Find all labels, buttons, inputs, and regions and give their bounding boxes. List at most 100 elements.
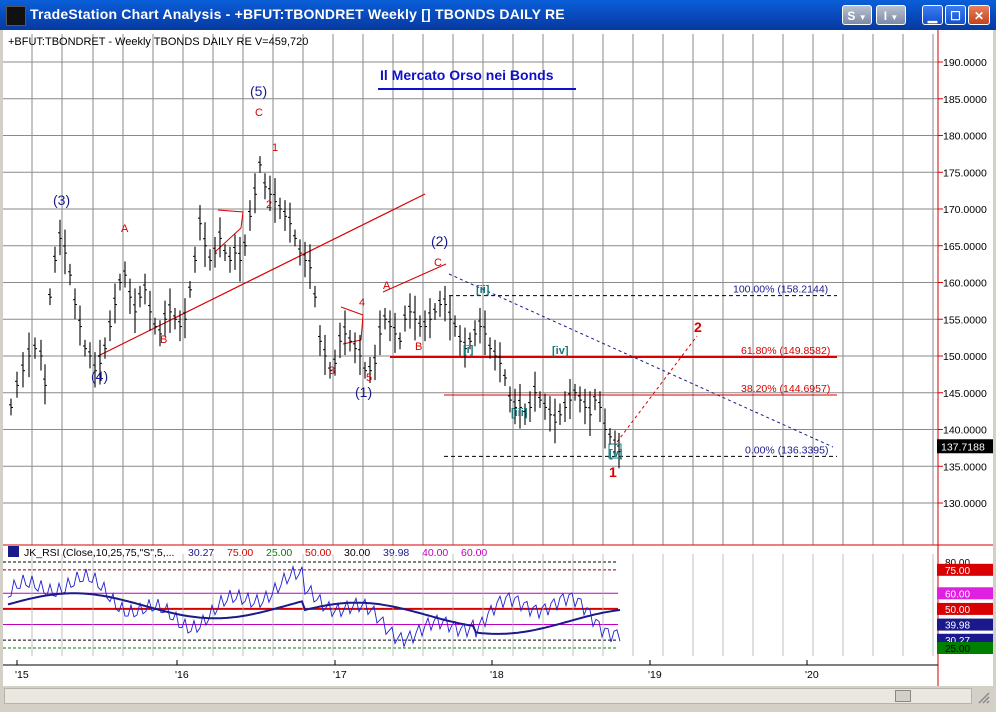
wave-label-minor: A — [383, 280, 391, 292]
rsi-axis-box — [937, 602, 993, 615]
indicator-icon — [8, 546, 19, 557]
wave-label-minor: 4 — [359, 297, 365, 309]
wave-label-minor: B — [160, 334, 167, 346]
rsi-axis-label: 39.98 — [945, 621, 970, 632]
title-bar: TradeStation Chart Analysis - +BFUT:TBON… — [0, 0, 996, 30]
wave-label-sub: [iv] — [552, 345, 569, 357]
wave-label-target: 1 — [609, 464, 617, 480]
rsi-axis-box — [937, 618, 993, 631]
wave-label-major: (4) — [91, 368, 108, 384]
wave-label-major: (2) — [431, 233, 448, 249]
indicator-value: 25.00 — [266, 547, 292, 559]
rsi-axis-label: 25.00 — [945, 644, 970, 655]
price-tick-label: 180.0000 — [943, 131, 987, 143]
wave-label-major: (3) — [53, 192, 70, 208]
fib-label: 100.00% (158.2144) — [733, 284, 828, 296]
indicator-name: JK_RSI (Close,10,25,75,"S",5,... — [24, 547, 174, 559]
indicator-value: 60.00 — [461, 547, 487, 559]
rsi-axis-label: 80.00 — [945, 558, 970, 569]
minimize-icon: ▁ — [927, 9, 938, 23]
last-price-label: 137.7188 — [941, 441, 985, 453]
price-tick-label: 140.0000 — [943, 425, 987, 437]
scroll-thumb[interactable] — [895, 690, 911, 702]
price-tick-label: 185.0000 — [943, 94, 987, 106]
wave-label-minor: 1 — [272, 142, 278, 154]
wave-label-major: (5) — [250, 83, 267, 99]
dropdown-arrow-icon: ▼ — [858, 13, 867, 22]
minimize-button[interactable]: ▁ — [922, 5, 943, 25]
date-tick-label: '19 — [648, 669, 662, 681]
last-price-box — [937, 439, 993, 454]
rsi-fast-line — [7, 564, 621, 648]
date-tick-label: '15 — [15, 669, 29, 681]
rsi-axis-label: 75.00 — [945, 566, 970, 577]
wave-label-minor: 2 — [266, 199, 272, 211]
indicator-value: 30.27 — [188, 547, 214, 559]
indicator-value: 40.00 — [422, 547, 448, 559]
resize-grip-icon[interactable] — [976, 690, 990, 704]
price-tick-label: 160.0000 — [943, 278, 987, 290]
wave-label-minor: 5 — [366, 372, 372, 384]
indicator-value: 39.98 — [383, 547, 409, 559]
rsi-slow-line — [7, 592, 621, 635]
price-tick-label: 150.0000 — [943, 351, 987, 363]
date-tick-label: '20 — [805, 669, 819, 681]
indicator-value: 75.00 — [227, 547, 253, 559]
price-plot-area — [3, 30, 938, 545]
close-icon: ✕ — [973, 9, 985, 23]
chart-window: 100.00% (158.2144) 61.80% (149.8582) 38.20… — [3, 30, 993, 710]
i-menu-label: I — [883, 9, 888, 23]
date-tick-label: '17 — [333, 669, 347, 681]
wave-label-sub: [v] — [609, 448, 623, 460]
wedge-pattern — [340, 306, 364, 345]
wave-label-major: (1) — [355, 384, 372, 400]
rsi-axis-box — [937, 587, 993, 600]
price-tick-label: 130.0000 — [943, 498, 987, 510]
wave-label-minor: C — [434, 257, 442, 269]
chart-title: Il Mercato Orso nei Bonds — [380, 67, 554, 83]
wave-label-sub: [iii] — [511, 407, 528, 419]
wave-label-target: 2 — [694, 319, 702, 335]
flag-pattern — [214, 209, 244, 253]
dropdown-arrow-icon: ▼ — [890, 13, 899, 22]
wave-label-minor: B — [415, 341, 422, 353]
indicator-value: 30.00 — [344, 547, 370, 559]
wave-label-sub: [ii] — [476, 284, 490, 296]
projection-line — [616, 335, 698, 443]
rsi-axis-label: 30.27 — [945, 636, 970, 647]
wedge-line — [382, 263, 447, 293]
channel-line — [448, 273, 834, 448]
window-title: TradeStation Chart Analysis - +BFUT:TBON… — [30, 6, 565, 22]
price-tick-label: 175.0000 — [943, 167, 987, 179]
trendline — [97, 193, 426, 357]
date-tick-label: '18 — [490, 669, 504, 681]
price-tick-label: 190.0000 — [943, 57, 987, 69]
fib-label: 38.20% (144.6957) — [741, 383, 830, 395]
maximize-icon: ☐ — [950, 9, 961, 23]
price-tick-label: 165.0000 — [943, 241, 987, 253]
rsi-axis-box — [937, 563, 993, 576]
indicator-value: 50.00 — [305, 547, 331, 559]
fib-label: 61.80% (149.8582) — [741, 345, 830, 357]
wave-label-minor: A — [121, 223, 129, 235]
s-menu-button[interactable]: S ▼ — [842, 5, 872, 25]
price-tick-label: 170.0000 — [943, 204, 987, 216]
wave-label-minor: C — [255, 107, 263, 119]
price-tick-label: 155.0000 — [943, 314, 987, 326]
rsi-axis-box — [937, 642, 993, 654]
chart-canvas[interactable]: 100.00% (158.2144) 61.80% (149.8582) 38.20… — [3, 30, 993, 686]
wave-label-sub: [i] — [463, 344, 474, 356]
s-menu-label: S — [847, 9, 856, 23]
price-tick-label: 145.0000 — [943, 388, 987, 400]
maximize-button[interactable]: ☐ — [945, 5, 966, 25]
wave-v-box — [608, 443, 622, 459]
app-icon — [6, 6, 26, 26]
wave-label-minor: 3 — [329, 365, 335, 377]
price-tick-label: 135.0000 — [943, 461, 987, 473]
i-menu-button[interactable]: I ▼ — [876, 5, 906, 25]
horizontal-scrollbar[interactable] — [4, 688, 972, 704]
rsi-axis-label: 60.00 — [945, 589, 970, 600]
close-button[interactable]: ✕ — [968, 5, 990, 25]
fib-label: 0.00% (136.3395) — [745, 444, 828, 456]
date-tick-label: '16 — [175, 669, 189, 681]
